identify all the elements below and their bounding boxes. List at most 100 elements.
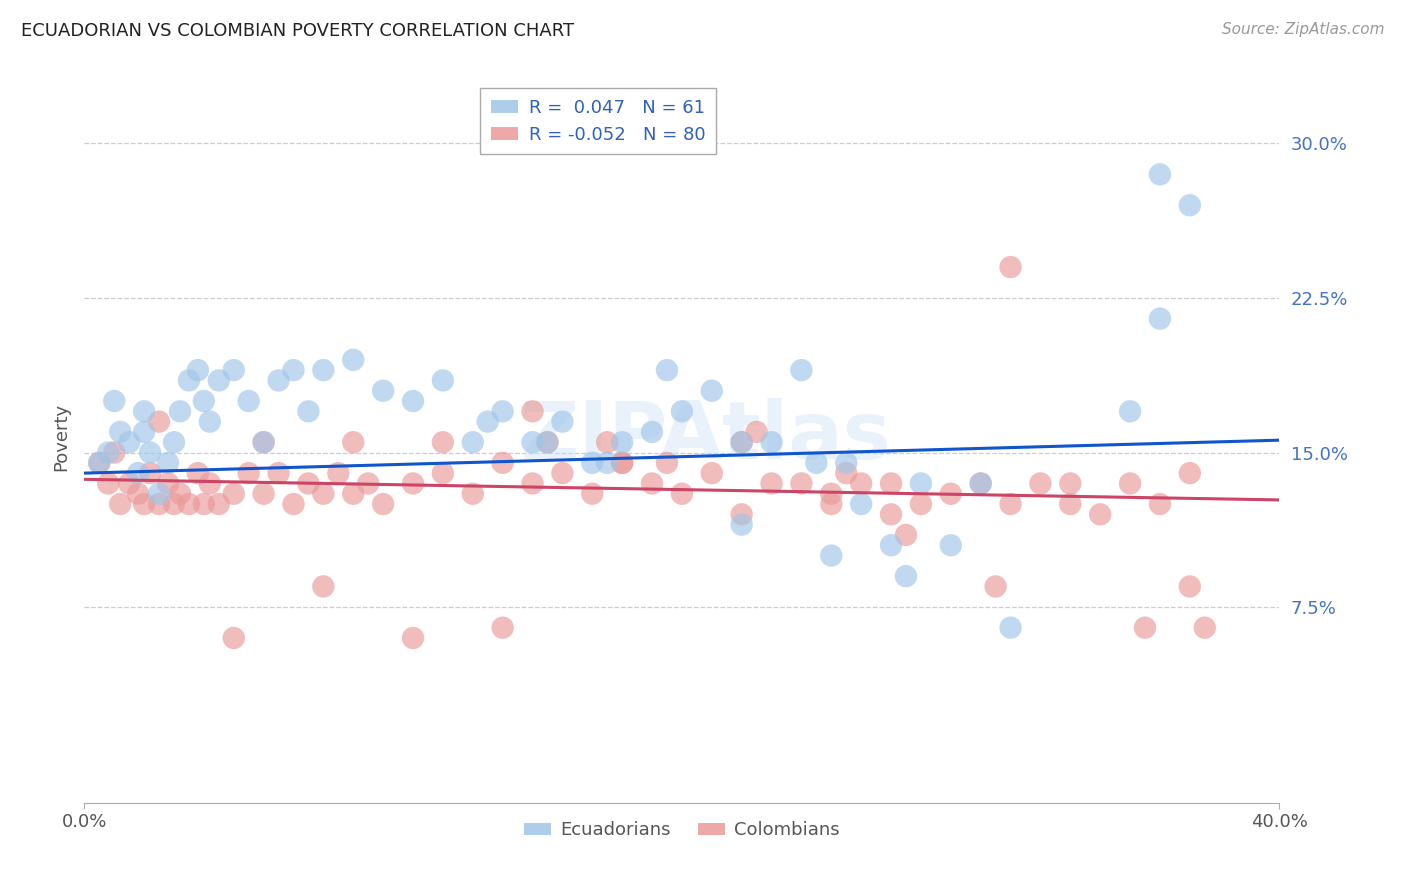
Point: [790, 363, 813, 377]
Point: [1149, 311, 1171, 326]
Point: [432, 466, 454, 480]
Point: [432, 435, 454, 450]
Point: [198, 415, 221, 429]
Point: [939, 487, 962, 501]
Point: [551, 415, 574, 429]
Point: [655, 363, 678, 377]
Text: Source: ZipAtlas.com: Source: ZipAtlas.com: [1222, 22, 1385, 37]
Point: [312, 579, 335, 593]
Point: [612, 456, 634, 470]
Point: [187, 466, 209, 480]
Point: [193, 497, 215, 511]
Point: [373, 384, 395, 398]
Point: [110, 425, 132, 439]
Point: [492, 456, 515, 470]
Point: [1149, 497, 1171, 511]
Point: [761, 435, 783, 450]
Point: [297, 404, 319, 418]
Point: [163, 435, 186, 450]
Point: [89, 456, 111, 470]
Text: ECUADORIAN VS COLOMBIAN POVERTY CORRELATION CHART: ECUADORIAN VS COLOMBIAN POVERTY CORRELAT…: [21, 22, 574, 40]
Point: [536, 435, 558, 450]
Point: [880, 538, 903, 552]
Point: [761, 476, 783, 491]
Point: [169, 404, 191, 418]
Legend: Ecuadorians, Colombians: Ecuadorians, Colombians: [517, 814, 846, 847]
Point: [880, 508, 903, 522]
Point: [894, 569, 917, 583]
Point: [169, 487, 191, 501]
Point: [432, 373, 454, 387]
Point: [187, 363, 209, 377]
Point: [253, 435, 276, 450]
Point: [267, 466, 290, 480]
Point: [110, 497, 132, 511]
Point: [312, 363, 335, 377]
Point: [402, 394, 425, 409]
Point: [671, 404, 693, 418]
Point: [373, 497, 395, 511]
Point: [1119, 404, 1142, 418]
Point: [731, 435, 754, 450]
Point: [522, 435, 544, 450]
Point: [820, 549, 842, 563]
Point: [402, 631, 425, 645]
Point: [1119, 476, 1142, 491]
Point: [910, 476, 932, 491]
Point: [198, 476, 221, 491]
Point: [283, 497, 305, 511]
Point: [103, 394, 125, 409]
Point: [894, 528, 917, 542]
Point: [806, 456, 828, 470]
Point: [157, 456, 180, 470]
Point: [103, 445, 125, 459]
Point: [790, 476, 813, 491]
Point: [492, 404, 515, 418]
Point: [312, 487, 335, 501]
Point: [1178, 466, 1201, 480]
Point: [835, 466, 858, 480]
Point: [193, 394, 215, 409]
Point: [253, 487, 276, 501]
Point: [984, 579, 1007, 593]
Point: [731, 435, 754, 450]
Point: [253, 435, 276, 450]
Point: [267, 373, 290, 387]
Point: [522, 404, 544, 418]
Point: [1000, 621, 1022, 635]
Point: [522, 476, 544, 491]
Point: [731, 508, 754, 522]
Point: [820, 487, 842, 501]
Point: [127, 487, 149, 501]
Point: [700, 466, 723, 480]
Point: [492, 621, 515, 635]
Point: [222, 487, 245, 501]
Point: [177, 497, 200, 511]
Point: [139, 466, 162, 480]
Point: [596, 435, 619, 450]
Point: [357, 476, 380, 491]
Point: [612, 456, 634, 470]
Point: [851, 497, 873, 511]
Point: [297, 476, 319, 491]
Point: [835, 456, 858, 470]
Point: [536, 435, 558, 450]
Point: [238, 394, 260, 409]
Point: [238, 466, 260, 480]
Point: [671, 487, 693, 501]
Point: [342, 435, 364, 450]
Point: [851, 476, 873, 491]
Point: [222, 363, 245, 377]
Point: [581, 456, 603, 470]
Point: [118, 476, 141, 491]
Point: [641, 425, 664, 439]
Point: [641, 476, 664, 491]
Point: [1059, 497, 1081, 511]
Point: [118, 435, 141, 450]
Point: [89, 456, 111, 470]
Point: [132, 497, 156, 511]
Point: [1133, 621, 1156, 635]
Point: [731, 517, 754, 532]
Point: [132, 404, 156, 418]
Point: [1194, 621, 1216, 635]
